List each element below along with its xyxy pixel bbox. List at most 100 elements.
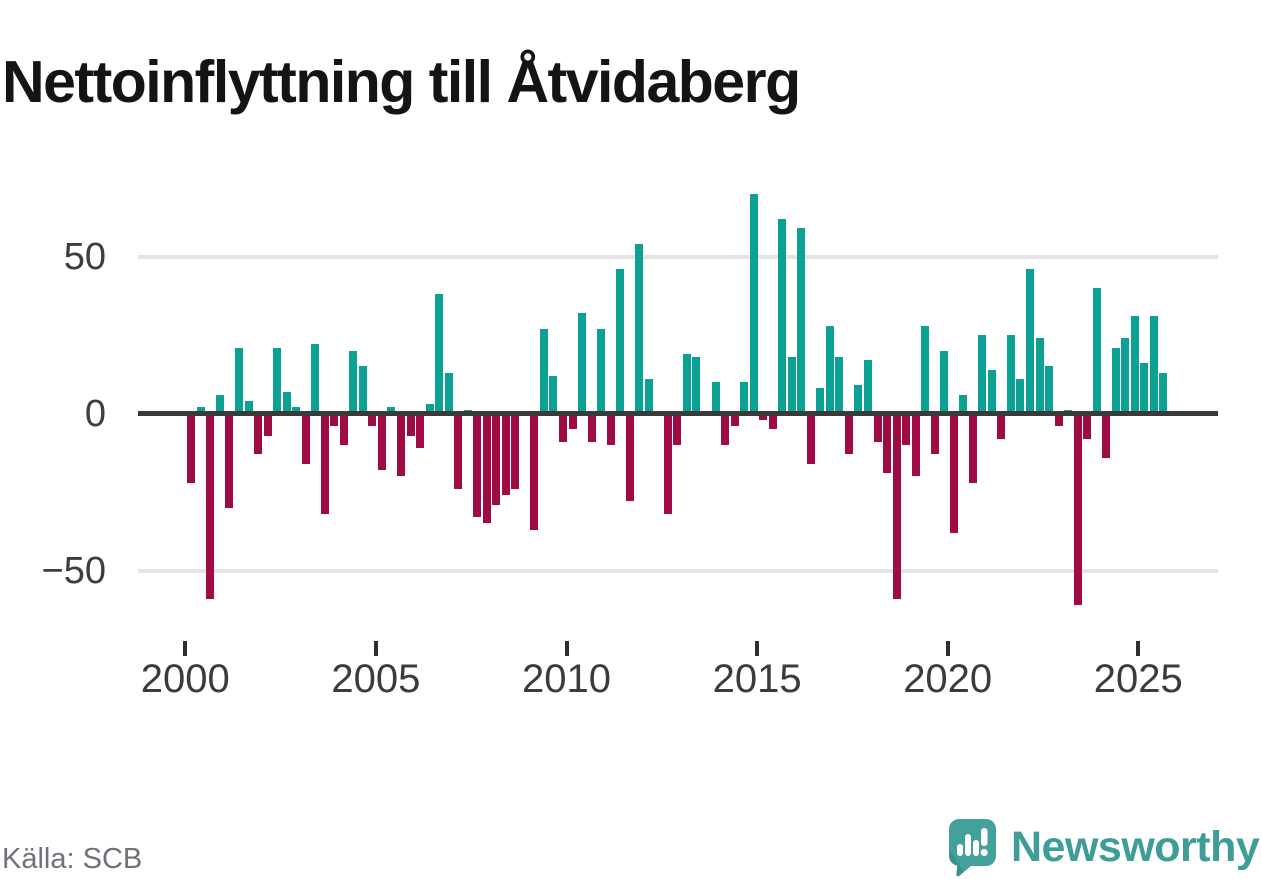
bar-2019Q1 bbox=[911, 413, 920, 477]
bar-2022Q1 bbox=[1025, 269, 1034, 414]
newsworthy-speech-bubble-bar-chart-icon bbox=[948, 818, 997, 877]
bar-2017Q3 bbox=[854, 385, 863, 414]
bar-2020Q4 bbox=[978, 335, 987, 414]
bar-2023Q4 bbox=[1092, 287, 1101, 414]
bar-2003Q2 bbox=[311, 344, 320, 414]
bar-2001Q4 bbox=[254, 413, 262, 455]
bar-2006Q4 bbox=[444, 372, 453, 414]
bar-2021Q4 bbox=[1016, 379, 1025, 414]
bar-2024Q3 bbox=[1121, 338, 1130, 414]
gridline-−50 bbox=[138, 568, 1218, 573]
bar-2022Q4 bbox=[1054, 413, 1063, 427]
bar-2006Q3 bbox=[435, 294, 444, 414]
bar-2007Q4 bbox=[482, 413, 491, 524]
bar-2012Q3 bbox=[663, 413, 672, 514]
bar-2024Q4 bbox=[1130, 316, 1139, 414]
bar-2016Q2 bbox=[806, 413, 815, 464]
bar-2017Q1 bbox=[835, 357, 844, 414]
x-tick-label-2000: 2000 bbox=[140, 657, 230, 701]
bar-2007Q3 bbox=[473, 413, 482, 518]
bar-2022Q2 bbox=[1035, 338, 1044, 414]
bar-2021Q2 bbox=[997, 413, 1006, 439]
bar-2014Q3 bbox=[740, 382, 748, 414]
zero-axis-line bbox=[138, 411, 1218, 416]
bar-2009Q3 bbox=[549, 375, 558, 414]
bar-2000Q3 bbox=[206, 413, 215, 599]
bar-2009Q4 bbox=[559, 413, 567, 442]
bar-2016Q3 bbox=[816, 388, 825, 414]
bar-2017Q4 bbox=[863, 360, 872, 414]
bar-2021Q3 bbox=[1006, 335, 1015, 414]
bar-2023Q2 bbox=[1073, 413, 1082, 605]
bar-2018Q1 bbox=[873, 413, 882, 442]
bar-2018Q2 bbox=[883, 413, 891, 474]
x-tick-label-2020: 2020 bbox=[903, 657, 993, 701]
bar-2010Q2 bbox=[578, 313, 586, 414]
bar-2005Q3 bbox=[397, 413, 405, 477]
bar-2009Q2 bbox=[539, 328, 548, 414]
bar-2018Q3 bbox=[892, 413, 901, 599]
bar-2025Q2 bbox=[1149, 316, 1158, 414]
bar-2008Q3 bbox=[511, 413, 520, 489]
newsworthy-logo-text: Newsworthy bbox=[1011, 823, 1260, 871]
bar-2016Q4 bbox=[825, 325, 834, 414]
bar-2015Q4 bbox=[787, 357, 796, 414]
y-tick-label-−50: −50 bbox=[41, 549, 106, 592]
x-tick-label-2005: 2005 bbox=[331, 657, 421, 701]
bar-2025Q1 bbox=[1140, 363, 1149, 414]
bar-2013Q4 bbox=[711, 382, 720, 414]
bar-2001Q3 bbox=[244, 400, 253, 414]
gridline-50 bbox=[138, 254, 1218, 259]
bar-2005Q4 bbox=[406, 413, 415, 436]
bar-2000Q4 bbox=[215, 394, 224, 414]
bar-2024Q2 bbox=[1111, 347, 1120, 414]
bar-2002Q1 bbox=[263, 413, 272, 436]
bar-2003Q1 bbox=[301, 413, 310, 464]
bar-2010Q3 bbox=[587, 413, 596, 442]
source-label: Källa: SCB bbox=[2, 843, 143, 875]
bar-2004Q1 bbox=[339, 413, 348, 445]
bar-2023Q3 bbox=[1083, 413, 1092, 439]
bar-2003Q4 bbox=[330, 413, 339, 427]
bar-2007Q1 bbox=[454, 413, 463, 489]
bar-2020Q2 bbox=[959, 394, 968, 414]
bar-2012Q1 bbox=[644, 379, 653, 414]
x-tick-label-2010: 2010 bbox=[522, 657, 611, 701]
bar-2020Q1 bbox=[949, 413, 958, 533]
bar-2001Q2 bbox=[235, 347, 243, 414]
y-tick-label-0: 0 bbox=[84, 392, 106, 435]
bar-2010Q1 bbox=[568, 413, 577, 430]
x-tick-mark-2025 bbox=[1136, 641, 1141, 656]
x-tick-mark-2020 bbox=[945, 641, 950, 656]
bar-2005Q2 bbox=[387, 407, 396, 414]
bar-2003Q3 bbox=[320, 413, 329, 514]
bar-2016Q1 bbox=[797, 228, 806, 414]
bar-2013Q2 bbox=[692, 357, 701, 414]
x-tick-mark-2005 bbox=[373, 641, 378, 656]
bar-2011Q2 bbox=[616, 269, 625, 414]
bar-2014Q4 bbox=[749, 193, 758, 414]
bar-2011Q4 bbox=[635, 243, 644, 414]
newsworthy-logo: Newsworthy bbox=[948, 816, 1260, 878]
bar-2011Q1 bbox=[606, 413, 615, 445]
bar-2008Q2 bbox=[501, 413, 510, 496]
bar-2024Q1 bbox=[1102, 413, 1111, 458]
bar-2015Q3 bbox=[778, 218, 787, 414]
x-tick-label-2015: 2015 bbox=[712, 657, 802, 701]
bar-2002Q2 bbox=[273, 347, 282, 414]
bar-2020Q3 bbox=[968, 413, 977, 483]
bar-2000Q1 bbox=[187, 413, 196, 483]
bar-2001Q1 bbox=[225, 413, 234, 508]
bar-2025Q3 bbox=[1159, 372, 1168, 414]
bar-2022Q3 bbox=[1045, 366, 1053, 414]
bar-2019Q4 bbox=[940, 350, 949, 414]
x-tick-mark-2010 bbox=[564, 641, 569, 656]
bar-2014Q1 bbox=[721, 413, 729, 445]
x-tick-label-2025: 2025 bbox=[1093, 657, 1183, 701]
bar-2004Q4 bbox=[368, 413, 377, 427]
bar-2006Q1 bbox=[416, 413, 424, 448]
bar-2021Q1 bbox=[987, 369, 996, 414]
bar-2015Q1 bbox=[759, 413, 768, 420]
bar-2002Q3 bbox=[282, 391, 291, 414]
